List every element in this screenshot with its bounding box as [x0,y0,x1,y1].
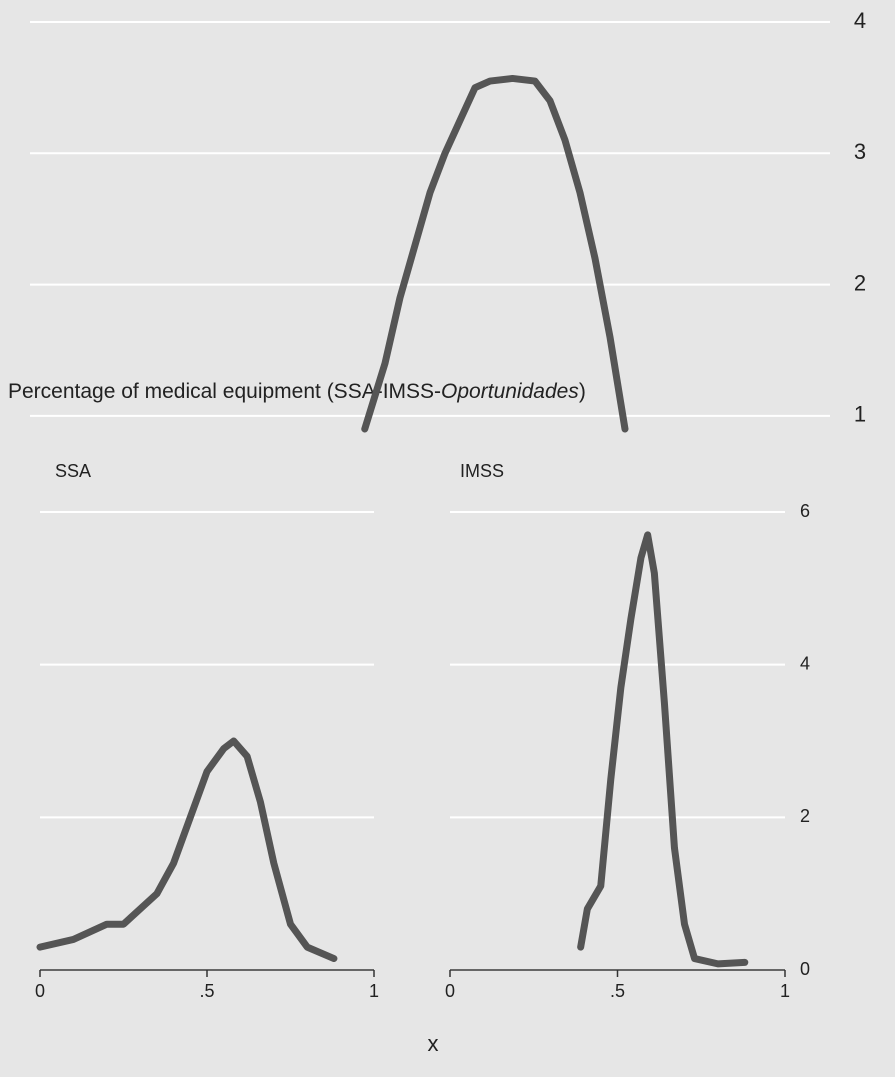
y-tick-label: 3 [854,139,866,164]
density-curve [36,737,338,963]
x-tick-label: 1 [780,981,790,1001]
y-tick-label: 2 [854,270,866,295]
y-tick-label: 4 [854,8,866,33]
y-tick-label: 4 [800,653,810,673]
title-italic: Oportunidades [441,380,579,403]
x-tick-label: .5 [610,981,625,1001]
x-tick-label: 0 [445,981,455,1001]
x-tick-label: .5 [199,981,214,1001]
title-end: ) [579,380,586,403]
x-axis-label: x [428,1031,439,1056]
y-tick-label: 0 [800,959,810,979]
panel-title: SSA [55,461,91,481]
y-tick-label: 2 [800,806,810,826]
density-curve [361,74,629,433]
y-tick-label: 6 [800,501,810,521]
chart-title: Percentage of medical equipment (SSA-IMS… [8,380,586,403]
panel-title: IMSS [460,461,504,481]
density-curve [577,531,749,968]
y-tick-label: 1 [854,402,866,427]
title-text: Percentage of medical equipment (SSA-IMS… [8,380,441,403]
x-tick-label: 1 [369,981,379,1001]
x-tick-label: 0 [35,981,45,1001]
